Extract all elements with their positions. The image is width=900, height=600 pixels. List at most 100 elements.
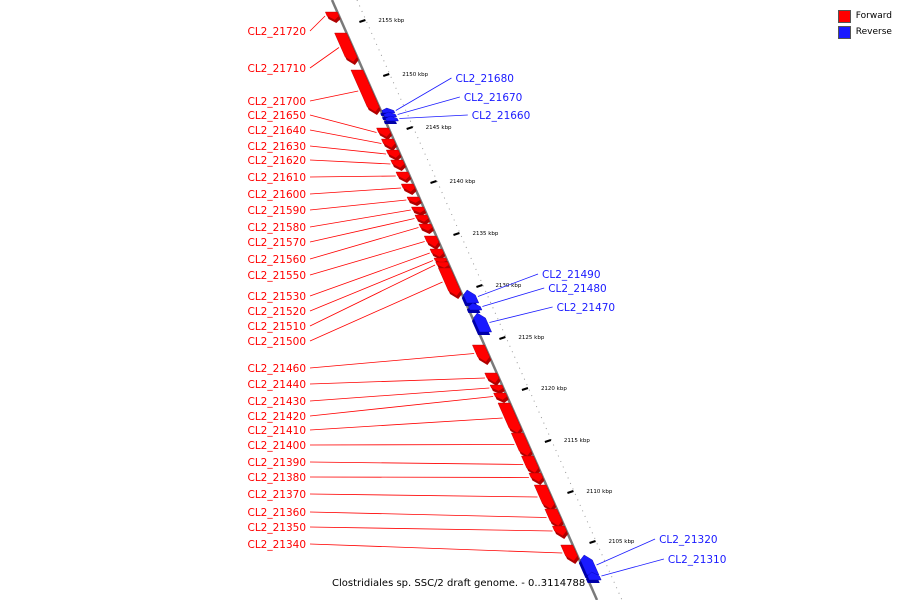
gene-label[interactable]: CL2_21460 — [247, 363, 306, 375]
gene-feature[interactable] — [385, 149, 402, 161]
genes-layer — [324, 11, 602, 583]
tick-label: 2120 kbp — [541, 386, 567, 392]
labels-layer: CL2_21720 CL2_21710 CL2_21700 CL2_21680 CL2_… — [247, 26, 726, 566]
gene-feature[interactable] — [484, 372, 501, 386]
gene-feature[interactable] — [334, 32, 359, 65]
gene-leader-line — [309, 260, 434, 312]
gene-label[interactable]: CL2_21510 — [247, 321, 306, 333]
gene-label[interactable]: CL2_21390 — [247, 457, 306, 469]
tick-mark — [499, 336, 506, 340]
gene-label[interactable]: CL2_21530 — [247, 291, 306, 303]
tick-mark — [476, 284, 483, 288]
gene-feature[interactable] — [493, 392, 509, 403]
gene-feature[interactable] — [497, 402, 523, 436]
gene-label[interactable]: CL2_21630 — [247, 141, 306, 153]
gene-leader-line — [309, 511, 547, 518]
gene-label[interactable]: CL2_21490 — [542, 269, 601, 281]
gene-feature[interactable] — [400, 183, 417, 195]
gene-label[interactable]: CL2_21310 — [668, 554, 727, 566]
gene-feature[interactable] — [552, 525, 569, 539]
gene-label[interactable]: CL2_21440 — [247, 379, 306, 391]
gene-label[interactable]: CL2_21560 — [247, 254, 306, 266]
gene-leader-line — [309, 47, 340, 69]
gene-label[interactable]: CL2_21380 — [247, 472, 306, 484]
gene-feature[interactable] — [324, 11, 341, 23]
legend-item-reverse: Reverse — [837, 24, 892, 40]
tick-label: 2155 kbp — [378, 18, 404, 24]
gene-label[interactable]: CL2_21500 — [247, 336, 306, 348]
gene-feature[interactable] — [472, 344, 492, 365]
gene-feature[interactable] — [423, 235, 441, 250]
gene-label[interactable]: CL2_21470 — [557, 302, 616, 314]
gene-feature[interactable] — [438, 267, 463, 299]
gene-label[interactable]: CL2_21600 — [247, 189, 306, 201]
gene-label[interactable]: CL2_21550 — [247, 270, 306, 282]
gene-arrow — [429, 248, 444, 258]
gene-leader-line — [309, 281, 443, 342]
gene-feature[interactable] — [528, 472, 545, 485]
gene-label[interactable]: CL2_21580 — [247, 222, 306, 234]
gene-feature[interactable] — [390, 159, 406, 171]
gene-feature[interactable] — [533, 484, 557, 512]
gene-leader-line — [309, 476, 529, 478]
gene-label[interactable]: CL2_21610 — [247, 172, 306, 184]
gene-label[interactable]: CL2_21420 — [247, 411, 306, 423]
gene-arrow — [533, 484, 555, 510]
gene-leader-line — [309, 241, 425, 276]
gene-feature[interactable] — [471, 312, 492, 335]
gene-leader-line — [596, 538, 656, 566]
gene-arrow — [350, 69, 380, 113]
gene-feature[interactable] — [521, 455, 541, 476]
kbp-ruler — [356, 0, 623, 600]
gene-arrow — [497, 402, 522, 434]
gene-label[interactable]: CL2_21410 — [247, 425, 306, 437]
gene-feature[interactable] — [489, 384, 505, 394]
gene-label[interactable]: CL2_21670 — [464, 92, 523, 104]
gene-feature[interactable] — [560, 544, 580, 564]
gene-arrow — [423, 235, 440, 248]
gene-label[interactable]: CL2_21680 — [455, 73, 514, 85]
gene-label[interactable]: CL2_21660 — [472, 110, 531, 122]
gene-label[interactable]: CL2_21360 — [247, 507, 306, 519]
gene-label[interactable]: CL2_21650 — [247, 110, 306, 122]
gene-feature[interactable] — [411, 206, 427, 216]
gene-feature[interactable] — [383, 115, 399, 124]
gene-label[interactable]: CL2_21710 — [247, 63, 306, 75]
gene-leader-line — [309, 209, 411, 228]
gene-label[interactable]: CL2_21570 — [247, 237, 306, 249]
gene-label[interactable]: CL2_21520 — [247, 306, 306, 318]
gene-arrow — [390, 159, 405, 169]
gene-feature[interactable] — [350, 69, 381, 115]
gene-feature[interactable] — [395, 171, 412, 183]
gene-feature[interactable] — [381, 138, 397, 151]
gene-label[interactable]: CL2_21590 — [247, 205, 306, 217]
gene-label[interactable]: CL2_21430 — [247, 396, 306, 408]
gene-leader-line — [399, 114, 468, 119]
gene-feature[interactable] — [510, 432, 533, 459]
gene-leader-line — [309, 387, 490, 402]
gene-label[interactable]: CL2_21400 — [247, 440, 306, 452]
gene-label[interactable]: CL2_21640 — [247, 125, 306, 137]
gene-arrow — [414, 214, 429, 223]
gene-label[interactable]: CL2_21620 — [247, 155, 306, 167]
gene-label[interactable]: CL2_21720 — [247, 26, 306, 38]
gene-feature[interactable] — [376, 127, 393, 140]
gene-label[interactable]: CL2_21700 — [247, 96, 306, 108]
gene-feature[interactable] — [585, 571, 602, 583]
gene-feature[interactable] — [418, 223, 434, 234]
gene-label[interactable]: CL2_21370 — [247, 489, 306, 501]
gene-label[interactable]: CL2_21350 — [247, 522, 306, 534]
gene-arrow — [521, 455, 539, 474]
gene-label[interactable]: CL2_21340 — [247, 539, 306, 551]
gene-label[interactable]: CL2_21320 — [659, 534, 718, 546]
gene-feature[interactable] — [406, 196, 422, 206]
gene-leader-line — [309, 493, 538, 498]
gene-feature[interactable] — [461, 289, 480, 306]
gene-label[interactable]: CL2_21480 — [548, 283, 607, 295]
gene-feature[interactable] — [466, 302, 483, 313]
gene-leader-line — [309, 15, 326, 32]
gene-feature[interactable] — [414, 214, 431, 225]
gene-arrow — [385, 115, 399, 122]
gene-feature[interactable] — [544, 508, 564, 529]
